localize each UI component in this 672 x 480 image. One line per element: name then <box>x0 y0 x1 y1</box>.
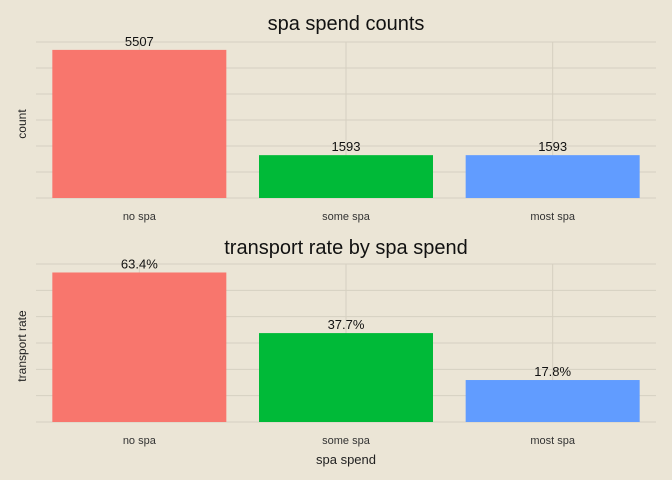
chart-panel-spa-counts: 5507 1593 1593 no spa some spa most spa spa … <box>15 13 656 223</box>
data-label: 17.8% <box>534 364 571 379</box>
x-tick-label: some spa <box>322 211 371 223</box>
data-labels: 63.4% 37.7% 17.8% <box>121 256 572 379</box>
bar-no-spa <box>52 49 227 198</box>
bars <box>52 272 640 422</box>
x-tick-labels: no spa some spa most spa <box>123 435 576 447</box>
y-axis-label: transport rate <box>15 310 29 382</box>
bars <box>52 49 640 198</box>
chart-panel-transport-rate: 63.4% 37.7% 17.8% no spa some spa most spa t… <box>15 237 656 467</box>
bar-most-spa <box>465 155 640 198</box>
x-axis-label: spa spend <box>316 452 376 467</box>
bar-most-spa <box>465 380 640 422</box>
x-tick-label: no spa <box>123 435 157 447</box>
bar-some-spa <box>259 333 433 422</box>
y-axis-label: count <box>15 109 29 139</box>
data-label: 37.7% <box>328 317 365 332</box>
x-tick-labels: no spa some spa most spa <box>123 211 576 223</box>
data-label: 63.4% <box>121 256 158 271</box>
x-tick-label: no spa <box>123 211 157 223</box>
data-label: 5507 <box>125 34 154 49</box>
chart-title: transport rate by spa spend <box>224 237 467 259</box>
chart-title: spa spend counts <box>268 13 425 35</box>
bar-some-spa <box>259 155 433 198</box>
data-label: 1593 <box>538 139 567 154</box>
bar-no-spa <box>52 272 227 422</box>
data-labels: 5507 1593 1593 <box>125 34 567 154</box>
x-tick-label: some spa <box>322 435 371 447</box>
x-tick-label: most spa <box>530 211 576 223</box>
data-label: 1593 <box>332 139 361 154</box>
x-tick-label: most spa <box>530 435 576 447</box>
